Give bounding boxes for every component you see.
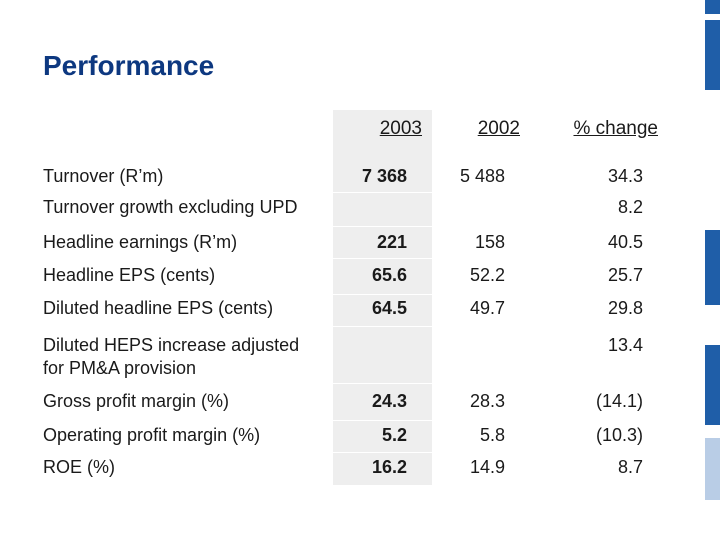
row-label: Headline earnings (R’m) xyxy=(43,232,238,252)
value-2003: 64.5 xyxy=(371,298,407,318)
value-2002: 49.7 xyxy=(469,298,505,318)
row-label: Diluted headline EPS (cents) xyxy=(43,298,274,318)
value-2003: 65.6 xyxy=(371,265,407,285)
page-title: Performance xyxy=(43,50,215,81)
column-header-2003: 2003 xyxy=(379,118,422,139)
row-label: Headline EPS (cents) xyxy=(43,265,216,285)
row-label: Turnover (R’m) xyxy=(43,166,164,186)
value-2003: 24.3 xyxy=(371,391,407,411)
value-change: 25.7 xyxy=(607,265,643,285)
value-2002: 5 488 xyxy=(459,166,505,186)
value-change: 29.8 xyxy=(607,298,643,318)
column-header-2002: 2002 xyxy=(477,118,520,139)
value-change: (10.3) xyxy=(595,425,643,445)
value-change: 13.4 xyxy=(607,335,643,355)
row-label: Turnover growth excluding UPD xyxy=(43,197,298,217)
row-label-line2: for PM&A provision xyxy=(43,358,197,378)
value-change: 40.5 xyxy=(607,232,643,252)
row-label: Diluted HEPS increase adjusted for PM&A … xyxy=(43,334,299,380)
row-separator xyxy=(333,383,432,384)
column-header-change: % change xyxy=(573,118,658,139)
row-label: Gross profit margin (%) xyxy=(43,391,230,411)
row-label: ROE (%) xyxy=(43,457,115,477)
value-change: (14.1) xyxy=(595,391,643,411)
row-separator xyxy=(333,452,432,453)
value-2002: 5.8 xyxy=(479,425,505,445)
value-2003: 16.2 xyxy=(371,457,407,477)
side-accent-bar xyxy=(705,20,720,90)
side-accent-bar xyxy=(705,438,720,500)
value-2002: 158 xyxy=(474,232,505,252)
value-2003: 221 xyxy=(376,232,407,252)
row-separator xyxy=(333,326,432,327)
value-change: 34.3 xyxy=(607,166,643,186)
side-accent-bar xyxy=(705,230,720,305)
side-accent-bar xyxy=(705,345,720,425)
row-separator xyxy=(333,420,432,421)
row-separator xyxy=(333,258,432,259)
value-2002: 52.2 xyxy=(469,265,505,285)
value-2002: 28.3 xyxy=(469,391,505,411)
value-2002: 14.9 xyxy=(469,457,505,477)
row-separator xyxy=(333,226,432,227)
value-change: 8.7 xyxy=(617,457,643,477)
row-separator xyxy=(333,294,432,295)
value-2003: 7 368 xyxy=(361,166,407,186)
value-change: 8.2 xyxy=(617,197,643,217)
row-separator xyxy=(333,192,432,193)
row-label-line1: Diluted HEPS increase adjusted xyxy=(43,335,300,355)
row-label: Operating profit margin (%) xyxy=(43,425,261,445)
side-accent-bar xyxy=(705,0,720,14)
value-2003: 5.2 xyxy=(381,425,407,445)
highlight-column-2003 xyxy=(333,110,432,485)
